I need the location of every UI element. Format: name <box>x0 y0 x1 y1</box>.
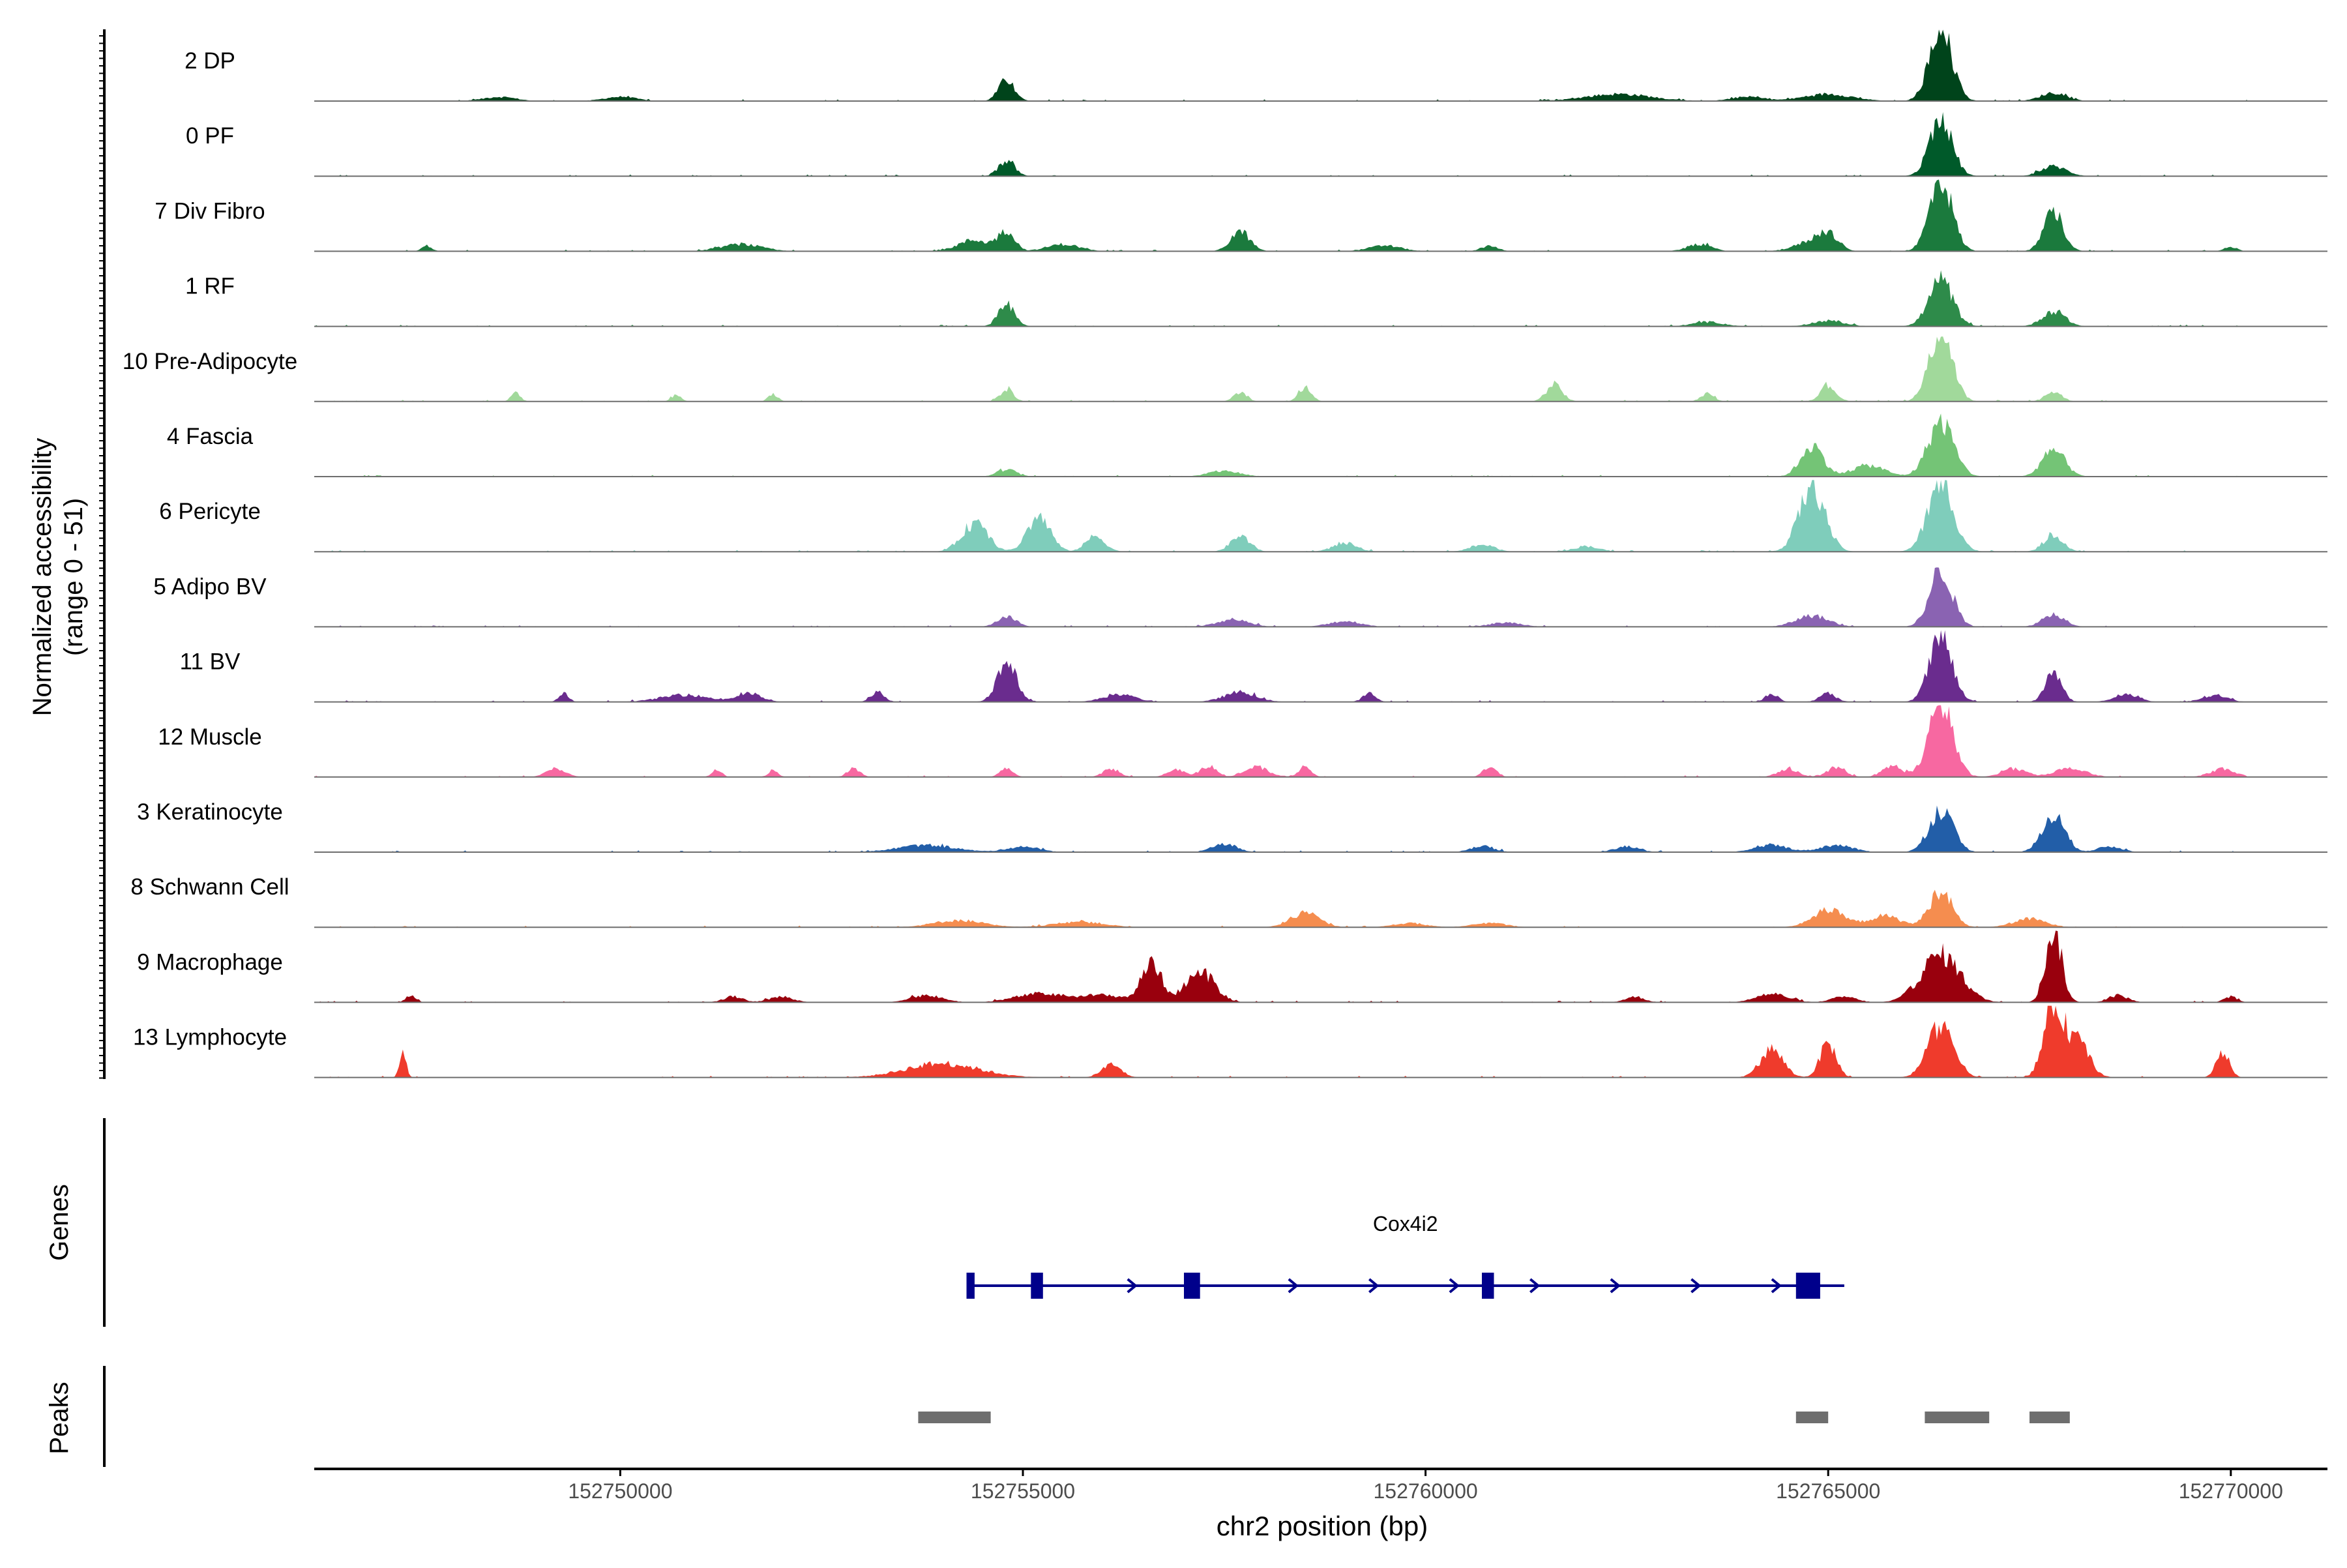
gene-strand-arrow <box>1610 1278 1621 1294</box>
gene-strand-arrow <box>1127 1278 1138 1294</box>
track-label: 3 Keratinocyte <box>137 799 283 825</box>
gene-exon <box>1184 1273 1200 1299</box>
track: 10 Pre-Adipocyte <box>123 336 2327 402</box>
track: 5 Adipo BV <box>153 567 2327 628</box>
gene-label: Cox4i2 <box>1373 1212 1438 1235</box>
track-label: 5 Adipo BV <box>153 574 267 599</box>
track-signal <box>314 179 2247 252</box>
x-axis: 152750000 152755000 152760000 152765000 1527… <box>314 1468 2327 1503</box>
track-label: 8 Schwann Cell <box>130 874 289 900</box>
track: 12 Muscle <box>158 705 2327 778</box>
track-label: 4 Fascia <box>167 424 254 449</box>
gene-track: Cox4i2 <box>966 1212 1844 1299</box>
coverage-tracks: 2 DP 0 PF 7 Div Fibro 1 RF 10 Pre-Adipocyte 4… <box>123 29 2327 1078</box>
gene-strand-arrow <box>1771 1278 1782 1294</box>
track-label: 13 Lymphocyte <box>133 1025 287 1050</box>
x-tick-label: 152770000 <box>2179 1479 2283 1503</box>
peak-region <box>2030 1412 2070 1423</box>
genes-axis-label: Genes <box>45 1184 74 1261</box>
gene-exon <box>1482 1273 1494 1299</box>
track-signal <box>314 567 2247 627</box>
track-signal <box>314 29 2247 101</box>
track: 0 PF <box>186 111 2327 177</box>
track: 9 Macrophage <box>137 930 2327 1003</box>
gene-exon <box>1031 1273 1043 1299</box>
track-label: 2 DP <box>185 48 235 74</box>
track-signal <box>314 1005 2247 1078</box>
track-label: 11 BV <box>180 649 241 675</box>
gene-strand-arrow <box>1690 1278 1702 1294</box>
gene-exon <box>966 1273 975 1299</box>
track-signal <box>314 805 2247 852</box>
track: 3 Keratinocyte <box>137 799 2327 853</box>
track: 8 Schwann Cell <box>130 874 2327 928</box>
track-label: 10 Pre-Adipocyte <box>123 349 297 374</box>
track-signal <box>314 336 2247 402</box>
x-tick-label: 152760000 <box>1374 1479 1478 1503</box>
gene-strand-arrow <box>1368 1278 1380 1294</box>
y-minor-ticks <box>99 35 104 1079</box>
track-label: 6 Pericyte <box>159 499 261 524</box>
track-signal <box>314 630 2247 702</box>
track-label: 9 Macrophage <box>137 949 283 975</box>
y-axis-label-range: (range 0 - 51) <box>59 498 88 656</box>
track: 7 Div Fibro <box>155 179 2327 252</box>
gene-strand-arrow <box>1529 1278 1541 1294</box>
track-signal <box>314 111 2247 177</box>
x-axis-label: chr2 position (bp) <box>1217 1511 1428 1541</box>
track-signal <box>314 480 2247 552</box>
track-label: 1 RF <box>185 274 235 299</box>
track-label: 0 PF <box>186 123 234 149</box>
x-tick-label: 152755000 <box>971 1479 1075 1503</box>
gene-strand-arrow <box>1449 1278 1460 1294</box>
track-signal <box>314 270 2247 327</box>
track: 2 DP <box>185 29 2327 102</box>
track: 4 Fascia <box>167 413 2327 477</box>
gene-exon <box>1795 1273 1820 1299</box>
peak-region <box>918 1412 991 1423</box>
track: 6 Pericyte <box>159 480 2327 553</box>
track-signal <box>314 413 2247 477</box>
track: 13 Lymphocyte <box>133 1005 2327 1078</box>
track-label: 7 Div Fibro <box>155 198 265 224</box>
track-signal <box>314 930 2247 1003</box>
peak-track <box>918 1412 2070 1423</box>
peak-region <box>1925 1412 1990 1423</box>
peaks-axis-label: Peaks <box>45 1382 74 1454</box>
track: 1 RF <box>185 270 2327 327</box>
x-tick-label: 152765000 <box>1776 1479 1880 1503</box>
x-tick-label: 152750000 <box>568 1479 672 1503</box>
track: 11 BV <box>180 630 2327 703</box>
gene-strand-arrow <box>1288 1278 1299 1294</box>
peak-region <box>1795 1412 1829 1423</box>
track-label: 12 Muscle <box>158 724 262 750</box>
y-axis-label: Normalized accessibility <box>28 438 57 717</box>
